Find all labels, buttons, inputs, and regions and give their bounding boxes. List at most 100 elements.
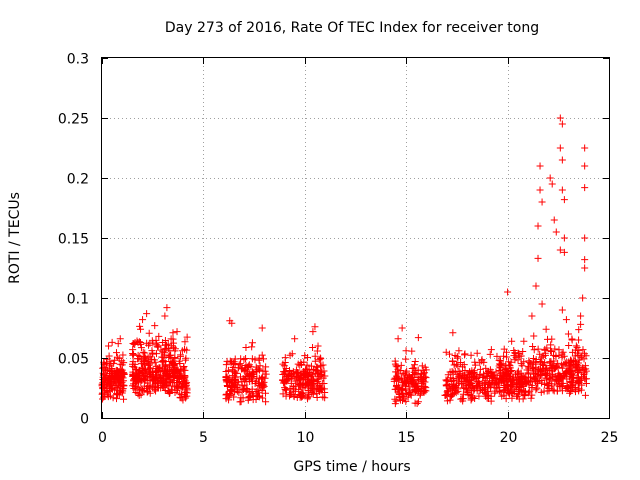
- data-point: [159, 357, 167, 365]
- data-point: [569, 374, 577, 382]
- data-point: [391, 360, 399, 368]
- data-point: [500, 352, 508, 360]
- data-point: [466, 390, 474, 398]
- data-point: [450, 377, 458, 385]
- data-point: [502, 365, 510, 373]
- data-point: [579, 346, 587, 354]
- data-point: [242, 355, 250, 363]
- data-point: [549, 362, 557, 370]
- data-point: [471, 358, 479, 366]
- data-point: [111, 369, 119, 377]
- data-point: [249, 368, 257, 376]
- data-point: [530, 375, 538, 383]
- data-point: [495, 387, 503, 395]
- data-point: [173, 384, 181, 392]
- data-point: [99, 385, 107, 393]
- data-point: [170, 362, 178, 370]
- data-point: [530, 346, 538, 354]
- data-point: [528, 312, 536, 320]
- data-point: [246, 372, 254, 380]
- data-point: [251, 356, 259, 364]
- data-point: [392, 374, 400, 382]
- data-point: [231, 388, 239, 396]
- data-point: [513, 392, 521, 400]
- data-point: [129, 340, 137, 348]
- data-point: [222, 395, 230, 403]
- data-point: [577, 320, 585, 328]
- data-point: [471, 369, 479, 377]
- data-point: [137, 325, 145, 333]
- data-point: [538, 300, 546, 308]
- data-point: [281, 385, 289, 393]
- data-point: [409, 381, 417, 389]
- data-point: [517, 360, 525, 368]
- data-point: [524, 362, 532, 370]
- data-point: [114, 340, 122, 348]
- data-point: [536, 186, 544, 194]
- data-point: [143, 388, 151, 396]
- data-point: [549, 386, 557, 394]
- data-point: [402, 347, 410, 355]
- data-point: [442, 382, 450, 390]
- data-point: [506, 376, 514, 384]
- data-point: [110, 378, 118, 386]
- data-point: [548, 335, 556, 343]
- data-point: [313, 347, 321, 355]
- data-point: [253, 374, 261, 382]
- data-point: [410, 364, 418, 372]
- data-point: [560, 234, 568, 242]
- data-point: [471, 394, 479, 402]
- data-point: [181, 356, 189, 364]
- data-point: [467, 351, 475, 359]
- data-point: [572, 358, 580, 366]
- y-tick-label: 0.2: [67, 172, 89, 188]
- data-point: [301, 381, 309, 389]
- data-point: [506, 362, 514, 370]
- data-point: [166, 374, 174, 382]
- data-point: [581, 162, 589, 170]
- data-point: [455, 347, 463, 355]
- data-point: [303, 361, 311, 369]
- data-point: [414, 334, 422, 342]
- data-point: [411, 399, 419, 407]
- data-point: [519, 347, 527, 355]
- data-point: [555, 346, 563, 354]
- data-point: [119, 351, 127, 359]
- data-point: [106, 377, 114, 385]
- data-point: [566, 382, 574, 390]
- data-point: [550, 216, 558, 224]
- data-point: [311, 323, 319, 331]
- data-point: [171, 345, 179, 353]
- data-point: [397, 366, 405, 374]
- data-point: [552, 353, 560, 361]
- data-point: [137, 344, 145, 352]
- data-point: [230, 393, 238, 401]
- data-point: [556, 114, 564, 122]
- data-point: [259, 355, 267, 363]
- data-point: [575, 326, 583, 334]
- data-point: [317, 362, 325, 370]
- data-point: [536, 162, 544, 170]
- data-point: [572, 342, 580, 350]
- data-point: [552, 228, 560, 236]
- data-point: [159, 348, 167, 356]
- data-point: [442, 391, 450, 399]
- data-point: [177, 368, 185, 376]
- data-point: [309, 376, 317, 384]
- data-point: [148, 372, 156, 380]
- data-point: [419, 387, 427, 395]
- data-point: [560, 248, 568, 256]
- data-point: [107, 384, 115, 392]
- data-point: [420, 388, 428, 396]
- data-point: [223, 374, 231, 382]
- data-point: [113, 390, 121, 398]
- data-point: [529, 370, 537, 378]
- data-point: [105, 352, 113, 360]
- data-point: [575, 385, 583, 393]
- data-point: [538, 379, 546, 387]
- data-point: [412, 382, 420, 390]
- data-point: [182, 383, 190, 391]
- data-point: [402, 397, 410, 405]
- data-point: [119, 387, 127, 395]
- y-tick-label: 0.15: [58, 232, 89, 248]
